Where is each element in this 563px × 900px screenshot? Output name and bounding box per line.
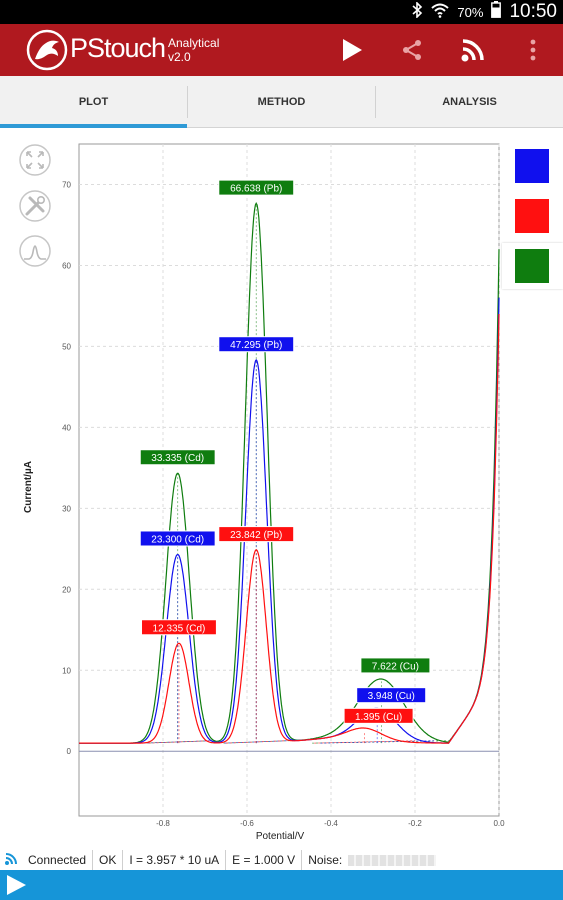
peak-label-box: [360, 657, 431, 674]
current-readout: I = 3.957 * 10 uA: [123, 850, 227, 870]
x-tick-label: -0.2: [408, 819, 422, 828]
peak-icon[interactable]: [18, 234, 52, 268]
peak-label-box: [343, 707, 414, 724]
clock: 10:50: [509, 1, 557, 22]
x-axis-label: Potential/V: [256, 831, 305, 842]
peak-label[interactable]: 12.335 (Cd): [141, 619, 217, 636]
app-bar: PStouch Analytical v2.0: [0, 24, 563, 76]
tab-plot[interactable]: PLOT: [78, 96, 109, 108]
connection-icon[interactable]: [455, 32, 491, 68]
axis-ticks: -0.8 -0.6 -0.4 -0.2 0.0 0 10 20 30 40 50 60 70: [62, 180, 505, 828]
x-tick-label: -0.6: [240, 819, 254, 828]
y-axis-label: Current/µA: [23, 461, 34, 513]
series-line: [79, 313, 500, 744]
peak-label-box: [218, 336, 295, 353]
app-logo: [26, 29, 68, 71]
y-tick-label: 50: [62, 342, 71, 351]
zoom-fit-icon[interactable]: [18, 143, 52, 177]
x-tick-label: -0.8: [156, 819, 170, 828]
peak-label[interactable]: 33.335 (Cd): [139, 449, 216, 466]
peak-label-text: 23.842 (Pb): [230, 530, 282, 541]
tab-divider: [187, 86, 188, 118]
tab-divider: [375, 86, 376, 118]
y-tick-label: 40: [62, 423, 71, 432]
peak-baseline: [143, 740, 212, 744]
peak-baseline: [314, 740, 416, 744]
app-edition: Analytical: [168, 36, 220, 50]
peak-label-text: 33.335 (Cd): [151, 453, 204, 464]
x-tick-label: 0.0: [493, 819, 505, 828]
battery-level: 70%: [457, 4, 484, 20]
peak-label-text: 7.622 (Cu): [372, 661, 419, 672]
peak-label[interactable]: 47.295 (Pb): [218, 336, 295, 353]
tab-method[interactable]: METHOD: [257, 96, 306, 108]
device-state: OK: [93, 850, 124, 870]
plot-area[interactable]: [78, 143, 500, 817]
y-tick-label: 70: [62, 180, 71, 189]
y-tick-label: 0: [67, 747, 72, 756]
peak-label-box: [356, 687, 427, 704]
peak-label-text: 3.948 (Cu): [368, 691, 415, 702]
x-tick-label: -0.4: [324, 819, 338, 828]
wifi-icon: [431, 2, 450, 23]
bluetooth-icon: [411, 0, 423, 23]
play-icon[interactable]: [334, 32, 370, 68]
potential-readout: E = 1.000 V: [226, 850, 303, 870]
peak-label-box: [218, 179, 295, 196]
peak-label[interactable]: 23.300 (Cd): [139, 530, 216, 547]
y-tick-label: 10: [62, 666, 71, 675]
peak-label-box: [141, 619, 217, 636]
system-status-bar: 70% 10:50: [0, 0, 563, 24]
peak-baseline: [224, 740, 288, 744]
peak-label[interactable]: 66.638 (Pb): [218, 179, 295, 196]
series-curves: [79, 202, 500, 744]
y-tick-label: 20: [62, 585, 71, 594]
app-brand: PStouch: [70, 33, 166, 63]
battery-icon: [491, 1, 502, 23]
peak-label[interactable]: 23.842 (Pb): [218, 526, 295, 543]
connected-icon: [0, 852, 22, 869]
tab-bar: PLOT METHOD ANALYSIS: [0, 76, 563, 128]
peak-label-text: 47.295 (Pb): [230, 340, 282, 351]
tools-icon[interactable]: [18, 189, 52, 223]
share-icon[interactable]: [394, 32, 430, 68]
peak-labels: 33.335 (Cd) 66.638 (Pb) 7.622 (Cu) 23.300 (…: [139, 179, 431, 724]
app-subtitle: Analytical v2.0: [168, 36, 219, 64]
peak-label-box: [139, 530, 216, 547]
peak-label[interactable]: 3.948 (Cu): [356, 687, 427, 704]
bottom-bar: [0, 870, 563, 900]
series-swatch[interactable]: [515, 149, 549, 183]
peak-label-text: 23.300 (Cd): [151, 534, 204, 545]
peak-label[interactable]: 7.622 (Cu): [360, 657, 431, 674]
app-version: v2.0: [168, 50, 191, 64]
series-line: [79, 202, 500, 744]
tab-analysis[interactable]: ANALYSIS: [442, 96, 497, 108]
peak-baselines: [142, 203, 451, 744]
peak-label[interactable]: 1.395 (Cu): [343, 707, 414, 724]
overflow-menu-icon[interactable]: [515, 32, 551, 68]
measurement-status-line: Connected OK I = 3.957 * 10 uA E = 1.000…: [0, 850, 563, 870]
peak-label-text: 66.638 (Pb): [230, 184, 282, 195]
noise-label: Noise:: [308, 853, 343, 867]
active-tab-indicator: [0, 124, 187, 128]
connection-status: Connected: [22, 850, 94, 870]
peak-label-box: [218, 526, 295, 543]
peak-label-text: 1.395 (Cu): [355, 712, 402, 723]
peak-label-box: [139, 449, 216, 466]
y-tick-label: 30: [62, 504, 71, 513]
series-line: [79, 297, 500, 744]
peak-label-text: 12.335 (Cd): [153, 623, 206, 634]
series-swatch[interactable]: [515, 199, 549, 233]
run-play-icon[interactable]: [4, 873, 28, 897]
voltammogram-chart: -0.8 -0.6 -0.4 -0.2 0.0 0 10 20 30 40 50 60 70 33.33…: [0, 138, 563, 850]
noise-bar: [348, 854, 437, 866]
y-tick-label: 60: [62, 261, 71, 270]
series-swatch[interactable]: [515, 249, 549, 283]
